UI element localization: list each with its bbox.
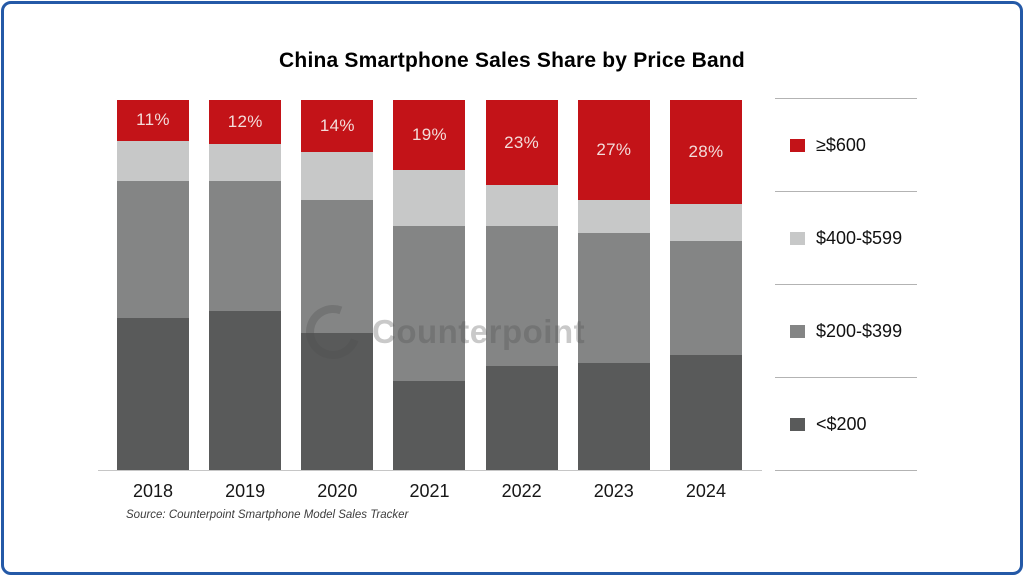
bar-value-label: 23% bbox=[504, 132, 540, 152]
x-axis-label-2018: 2018 bbox=[132, 481, 174, 501]
bar-segment-$400-$599 bbox=[117, 140, 189, 182]
x-axis-label-2019: 2019 bbox=[225, 481, 266, 501]
bar-segment-$400-$599 bbox=[301, 151, 374, 200]
bar-segment-≥$600: 12% bbox=[209, 100, 282, 145]
bar-segment-≥$600: 23% bbox=[485, 100, 558, 186]
x-axis-labels: 2018 2019 2020 2021 2022 2023 2024 bbox=[117, 481, 742, 502]
legend-swatch-icon bbox=[790, 417, 805, 431]
legend-label: ≥$600 bbox=[816, 134, 866, 155]
bar-2024: 28% bbox=[669, 100, 742, 470]
bar-segment-<$200 bbox=[669, 355, 742, 470]
x-axis-label-2023: 2023 bbox=[593, 481, 634, 501]
x-axis-label-2024: 2024 bbox=[685, 481, 726, 501]
source-note: Source: Counterpoint Smartphone Model Sa… bbox=[126, 509, 409, 521]
legend-swatch-icon bbox=[790, 231, 805, 245]
bar-segment-≥$600: 27% bbox=[577, 100, 650, 200]
bar-segment-$400-$599 bbox=[393, 170, 466, 226]
bar-segment-$200-$399 bbox=[393, 225, 466, 382]
legend-item: $200-$399 bbox=[775, 284, 917, 377]
legend: ≥$600 $400-$599 $200-$399 <$200 bbox=[775, 98, 917, 471]
legend-label: <$200 bbox=[816, 413, 867, 434]
legend-item: ≥$600 bbox=[775, 98, 917, 191]
bar-2018: 11% bbox=[117, 100, 189, 470]
bar-segment-$200-$399 bbox=[117, 181, 189, 319]
bar-segment-≥$600: 14% bbox=[301, 100, 374, 152]
bar-value-label: 27% bbox=[596, 139, 632, 159]
bar-segment-≥$600: 28% bbox=[669, 100, 742, 204]
bar-segment-$400-$599 bbox=[485, 185, 558, 226]
legend-swatch-icon bbox=[790, 324, 805, 338]
x-axis-label-2020: 2020 bbox=[317, 481, 358, 501]
bar-segment-<$200 bbox=[393, 381, 466, 470]
bar-segment-≥$600: 11% bbox=[117, 100, 189, 141]
bar-value-label: 19% bbox=[412, 125, 447, 145]
legend-item: $400-$599 bbox=[775, 191, 917, 284]
bar-2020: 14% bbox=[301, 100, 374, 470]
bar-segment-<$200 bbox=[117, 318, 189, 470]
bar-segment-<$200 bbox=[485, 366, 558, 470]
bar-segment-$200-$399 bbox=[669, 240, 742, 356]
bar-value-label: 11% bbox=[136, 110, 170, 130]
bar-2022: 23% bbox=[485, 100, 558, 470]
chart-title: China Smartphone Sales Share by Price Ba… bbox=[279, 49, 745, 72]
bar-segment-$200-$399 bbox=[577, 233, 650, 363]
bar-segment-$200-$399 bbox=[485, 225, 558, 367]
bar-2021: 19% bbox=[393, 100, 466, 470]
legend-swatch-icon bbox=[790, 138, 805, 152]
bar-segment-$200-$399 bbox=[301, 199, 374, 334]
legend-label: $400-$599 bbox=[816, 227, 903, 248]
legend-label: $200-$399 bbox=[816, 320, 903, 341]
bar-segment-<$200 bbox=[209, 310, 282, 470]
bar-segment-$200-$399 bbox=[209, 181, 282, 311]
bar-2023: 27% bbox=[577, 100, 650, 470]
x-axis-label-2022: 2022 bbox=[501, 481, 542, 501]
x-axis-label-2021: 2021 bbox=[409, 481, 450, 501]
bar-value-label: 28% bbox=[688, 141, 724, 161]
bar-segment-$400-$599 bbox=[209, 144, 282, 182]
bar-segment-<$200 bbox=[301, 333, 374, 470]
bar-2019: 12% bbox=[209, 100, 282, 470]
bar-value-label: 12% bbox=[227, 112, 263, 132]
plot-area: 11% 12% 14% 19% 23% 27% 28% bbox=[117, 100, 742, 470]
x-axis-baseline bbox=[98, 470, 762, 471]
bar-segment-$400-$599 bbox=[669, 203, 742, 241]
bar-value-label: 14% bbox=[319, 115, 355, 135]
legend-item: <$200 bbox=[775, 377, 917, 470]
bar-segment-<$200 bbox=[577, 362, 650, 470]
bar-segment-$400-$599 bbox=[577, 199, 650, 234]
bar-segment-≥$600: 19% bbox=[393, 100, 466, 171]
